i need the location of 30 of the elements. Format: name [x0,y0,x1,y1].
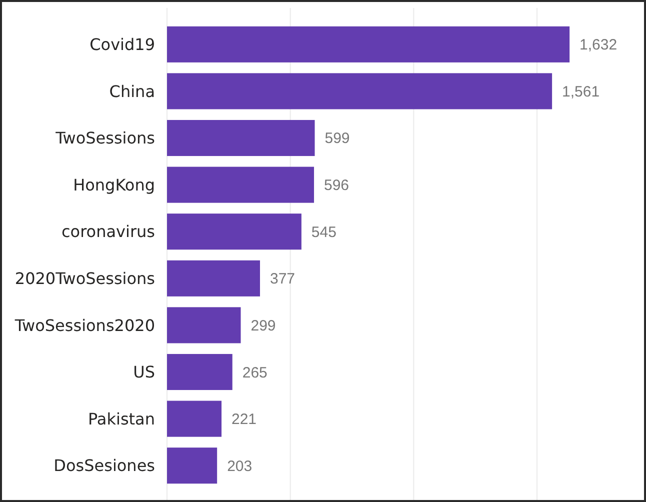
data-label: 203 [227,458,252,475]
bar [167,120,315,156]
data-label: 377 [270,270,296,288]
y-tick-label: US [133,362,155,382]
bar [167,166,314,203]
y-tick-label: TwoSessions [54,128,155,148]
bar [167,260,260,296]
y-tick-label: 2020TwoSessions [14,269,155,288]
bar [167,400,222,437]
data-label: 265 [242,364,268,382]
data-label: 1,632 [580,36,618,54]
bar [167,307,241,344]
data-label: 299 [250,317,276,334]
y-tick-label: HongKong [73,175,155,194]
data-label: 221 [232,411,257,428]
bar [167,26,570,62]
y-tick-label: China [109,82,155,101]
y-tick-label: TwoSessions2020 [14,316,155,335]
data-label: 1,561 [562,83,600,100]
y-tick-label: DosSesiones [54,456,155,476]
y-tick-label: coronavirus [61,222,155,242]
data-label: 599 [324,130,350,148]
bar [167,214,302,250]
bar [167,448,218,484]
y-tick-label: Covid19 [90,35,155,54]
data-label: 596 [324,177,350,194]
bar [167,354,232,390]
data-label: 545 [311,224,336,241]
bar [167,73,552,110]
y-tick-label: Pakistan [88,409,155,428]
